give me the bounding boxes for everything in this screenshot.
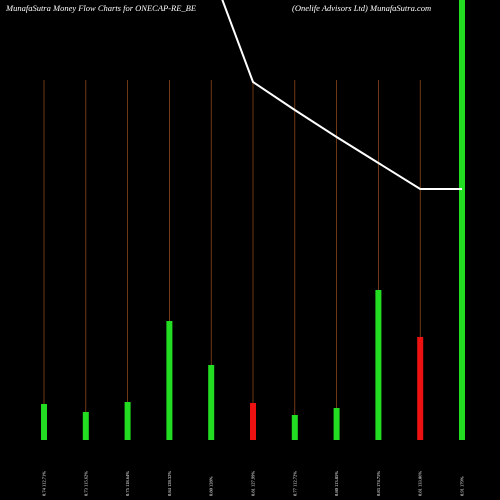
x-tick-label: 0.91 179% <box>460 476 465 496</box>
bar <box>417 337 424 440</box>
price-line <box>221 0 462 190</box>
bar <box>250 403 256 440</box>
x-tick-label: 0.80 113.85% <box>334 471 339 496</box>
bar <box>124 402 131 440</box>
x-tick-label: 0.81 133.86% <box>418 471 423 496</box>
chart-title: MunafaSutra Money Flow Charts for ONECAP… <box>5 3 197 13</box>
x-tick-label: 0.74 112.71% <box>42 471 47 496</box>
x-tick-label: 0.84 128.32% <box>167 471 172 496</box>
bar <box>208 365 215 440</box>
bar <box>166 321 173 440</box>
x-tick-label: 0.80 128% <box>209 476 214 496</box>
bar <box>333 408 340 440</box>
x-tick-label: 0.81 127.99% <box>251 471 256 496</box>
x-tick-label: 0.75 118.64% <box>125 471 130 496</box>
x-tick-label: 0.73 115.62% <box>83 471 88 496</box>
bar <box>41 404 47 440</box>
bar <box>82 412 89 440</box>
chart-subtitle: (Onelife Advisors Ltd) MunafaSutra.com <box>292 3 431 13</box>
x-tick-label: 0.83 174.75% <box>376 471 381 496</box>
x-tick-label: 0.77 112.72% <box>292 471 297 496</box>
bar <box>375 290 382 440</box>
bar <box>291 415 298 440</box>
bar <box>459 0 465 440</box>
